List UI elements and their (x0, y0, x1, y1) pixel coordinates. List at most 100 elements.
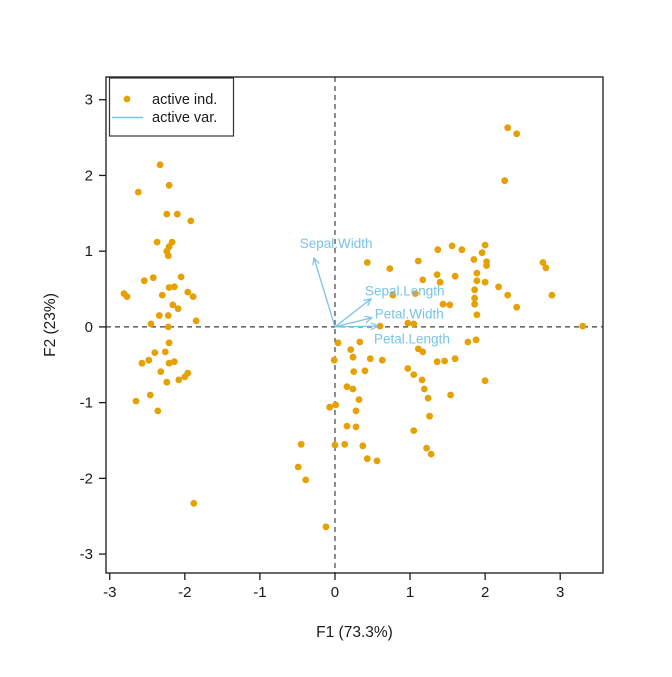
data-point (472, 336, 480, 344)
data-point (154, 407, 162, 415)
legend-label-active-ind: active ind. (152, 92, 217, 108)
data-point (433, 358, 441, 366)
data-point (165, 181, 173, 189)
data-point (451, 272, 459, 280)
data-point (163, 210, 171, 218)
data-point (174, 305, 182, 313)
y-tick-label: -2 (80, 470, 93, 487)
legend-box (108, 77, 235, 137)
data-point (473, 269, 481, 277)
data-point (146, 391, 154, 399)
data-point (419, 348, 427, 356)
data-point (419, 276, 427, 284)
data-point (481, 278, 489, 286)
data-point (436, 278, 444, 286)
data-point (169, 301, 177, 309)
data-point (158, 291, 166, 299)
data-point (326, 403, 334, 411)
data-point (404, 319, 412, 327)
data-point (155, 312, 163, 319)
data-point (478, 249, 486, 257)
data-point (366, 355, 374, 363)
data-point (170, 283, 178, 291)
y-tick-label: 1 (85, 243, 93, 260)
data-point (134, 188, 142, 196)
data-point (356, 338, 364, 346)
data-point (343, 383, 351, 391)
data-point (501, 177, 509, 185)
data-point (343, 422, 351, 430)
data-point (495, 283, 502, 291)
plot-border (105, 76, 604, 574)
data-point (349, 385, 357, 393)
data-point (471, 294, 478, 302)
data-point (157, 368, 165, 375)
x-tick-label: -1 (253, 584, 266, 601)
data-point (418, 376, 426, 384)
data-point (410, 371, 418, 378)
data-point (341, 440, 349, 448)
y-tick-label: 3 (85, 92, 93, 109)
data-point (149, 274, 157, 282)
data-point (446, 301, 454, 309)
data-point (322, 523, 330, 531)
data-point (163, 378, 171, 386)
x-axis-title: F1 (73.3%) (316, 624, 393, 641)
data-point (363, 455, 371, 463)
data-point (439, 300, 447, 308)
data-point (332, 401, 340, 409)
data-point (177, 273, 185, 281)
y-axis-title: F2 (23%) (42, 293, 59, 357)
data-point (426, 412, 433, 420)
data-point (433, 271, 441, 278)
data-point (161, 348, 169, 356)
data-point (389, 291, 397, 299)
data-point (504, 124, 512, 132)
data-point (181, 373, 189, 381)
data-point (451, 355, 459, 363)
data-point (434, 246, 442, 254)
data-point (153, 238, 161, 246)
data-point (410, 320, 418, 328)
data-point (423, 444, 430, 452)
data-point (165, 339, 173, 347)
y-tick-label: 2 (85, 167, 93, 184)
data-point (411, 290, 419, 297)
data-point (123, 293, 131, 300)
variable-arrow (334, 299, 371, 328)
data-point (471, 286, 478, 294)
data-point (513, 130, 521, 138)
x-tick-label: 3 (556, 584, 564, 601)
data-point (189, 293, 197, 300)
data-point (164, 312, 172, 319)
variable-label: Sepal.Width (300, 236, 373, 251)
data-point (334, 339, 342, 347)
data-point (173, 210, 181, 218)
data-point (352, 407, 360, 415)
data-point (539, 259, 547, 266)
variable-arrow (334, 326, 378, 327)
data-point (347, 346, 355, 353)
data-point (151, 349, 159, 356)
variable-arrow (334, 318, 372, 328)
data-point (548, 291, 556, 299)
variable-arrow (314, 258, 336, 328)
variable-vectors: Sepal.Width Sepal.Length Petal.Width Petal.… (300, 236, 450, 346)
data-point (294, 463, 302, 471)
data-point (464, 338, 472, 346)
data-point (297, 440, 305, 448)
variable-label: Petal.Width (375, 306, 444, 321)
data-point (470, 256, 478, 263)
data-point (441, 357, 448, 365)
data-point (187, 217, 195, 225)
y-tick-label: -3 (80, 546, 93, 563)
data-point (504, 291, 512, 299)
data-point (175, 376, 183, 384)
data-point (513, 303, 521, 311)
y-tick-label: -1 (80, 395, 93, 412)
legend: active ind. active var. (108, 77, 235, 137)
data-point (192, 317, 200, 325)
data-point (420, 385, 428, 393)
data-point (481, 377, 489, 385)
